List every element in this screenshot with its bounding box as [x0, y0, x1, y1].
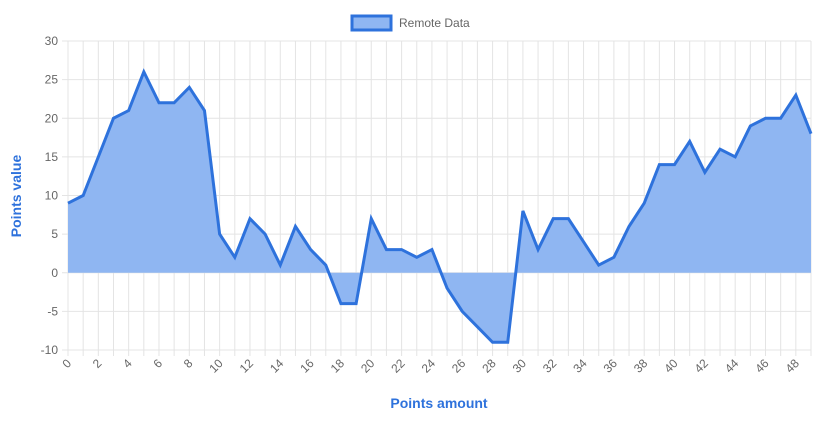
data-point[interactable] [323, 262, 329, 268]
data-point[interactable] [687, 138, 693, 144]
x-tick-label: 30 [510, 356, 530, 376]
x-tick-label: 46 [752, 356, 772, 376]
data-point[interactable] [277, 262, 283, 268]
data-point[interactable] [808, 131, 814, 137]
data-point[interactable] [414, 254, 420, 260]
data-point[interactable] [763, 115, 769, 121]
data-point[interactable] [126, 108, 132, 114]
x-tick-label: 10 [206, 356, 226, 376]
series-line [67, 68, 813, 344]
x-tick-label: 48 [783, 356, 803, 376]
data-point[interactable] [550, 216, 556, 222]
x-tick-label: 32 [540, 356, 560, 376]
legend-swatch[interactable] [350, 14, 393, 32]
data-point[interactable] [581, 239, 587, 245]
data-point[interactable] [505, 339, 511, 345]
x-tick-label: 2 [90, 356, 105, 371]
data-point[interactable] [292, 223, 298, 229]
data-point[interactable] [80, 193, 86, 199]
data-point[interactable] [383, 247, 389, 253]
x-tick-label: 34 [570, 356, 590, 376]
data-point[interactable] [565, 216, 571, 222]
series-area [65, 68, 814, 345]
data-point[interactable] [778, 115, 784, 121]
data-point[interactable] [429, 247, 435, 253]
legend-label[interactable]: Remote Data [399, 16, 470, 30]
data-point[interactable] [535, 247, 541, 253]
data-point[interactable] [641, 200, 647, 206]
x-tick-label: 38 [631, 356, 651, 376]
x-tick-label: 18 [328, 356, 348, 376]
data-point[interactable] [596, 262, 602, 268]
data-point[interactable] [444, 285, 450, 291]
y-axis-ticks: 30 25 20 15 10 5 0 -5 -10 [41, 34, 59, 357]
y-tick-label: 25 [45, 73, 59, 87]
data-point[interactable] [656, 162, 662, 168]
y-axis-title: Points value [8, 155, 24, 238]
data-point[interactable] [141, 69, 147, 75]
x-tick-label: 0 [59, 356, 74, 371]
y-tick-label: -10 [41, 343, 59, 357]
y-tick-label: -5 [47, 304, 58, 318]
x-tick-label: 42 [692, 356, 712, 376]
x-tick-label: 36 [601, 356, 621, 376]
data-point[interactable] [626, 223, 632, 229]
data-point[interactable] [353, 301, 359, 307]
y-tick-label: 30 [45, 34, 59, 48]
x-tick-label: 26 [449, 356, 469, 376]
data-point[interactable] [474, 324, 480, 330]
y-tick-label: 0 [51, 266, 58, 280]
data-point[interactable] [201, 108, 207, 114]
x-axis-ticks: 0 2 4 6 8 10 12 14 16 18 20 22 24 26 28 30 32 34 36 38 40 42 4… [59, 356, 802, 376]
data-point[interactable] [217, 231, 223, 237]
data-point[interactable] [186, 84, 192, 90]
data-point[interactable] [247, 216, 253, 222]
data-point[interactable] [232, 254, 238, 260]
data-point[interactable] [399, 247, 405, 253]
x-tick-label: 16 [297, 356, 317, 376]
data-point[interactable] [110, 115, 116, 121]
data-point[interactable] [65, 200, 71, 206]
x-tick-label: 4 [120, 356, 135, 371]
data-point[interactable] [717, 146, 723, 152]
y-tick-label: 15 [45, 150, 59, 164]
data-point[interactable] [338, 301, 344, 307]
y-tick-label: 20 [45, 111, 59, 125]
x-tick-label: 8 [181, 356, 196, 371]
data-point[interactable] [732, 154, 738, 160]
y-tick-label: 10 [45, 189, 59, 203]
x-tick-label: 28 [479, 356, 499, 376]
data-point[interactable] [747, 123, 753, 129]
data-point[interactable] [793, 92, 799, 98]
data-point[interactable] [672, 162, 678, 168]
x-tick-label: 12 [237, 356, 257, 376]
data-point[interactable] [95, 154, 101, 160]
legend[interactable]: Remote Data [350, 14, 470, 32]
x-tick-label: 44 [722, 356, 742, 376]
data-point[interactable] [520, 208, 526, 214]
data-point[interactable] [262, 231, 268, 237]
data-point[interactable] [611, 254, 617, 260]
x-tick-label: 40 [661, 356, 681, 376]
x-tick-label: 20 [358, 356, 378, 376]
y-tick-label: 5 [51, 227, 58, 241]
data-point[interactable] [171, 100, 177, 106]
data-point[interactable] [368, 216, 374, 222]
x-tick-label: 22 [388, 356, 408, 376]
data-point[interactable] [490, 339, 496, 345]
x-axis-title: Points amount [390, 395, 488, 411]
x-tick-label: 14 [267, 356, 287, 376]
series-fill [68, 71, 811, 343]
data-point[interactable] [459, 308, 465, 314]
data-point[interactable] [702, 169, 708, 175]
x-tick-label: 6 [150, 356, 165, 371]
data-point[interactable] [156, 100, 162, 106]
x-tick-label: 24 [419, 356, 439, 376]
data-point[interactable] [308, 247, 314, 253]
